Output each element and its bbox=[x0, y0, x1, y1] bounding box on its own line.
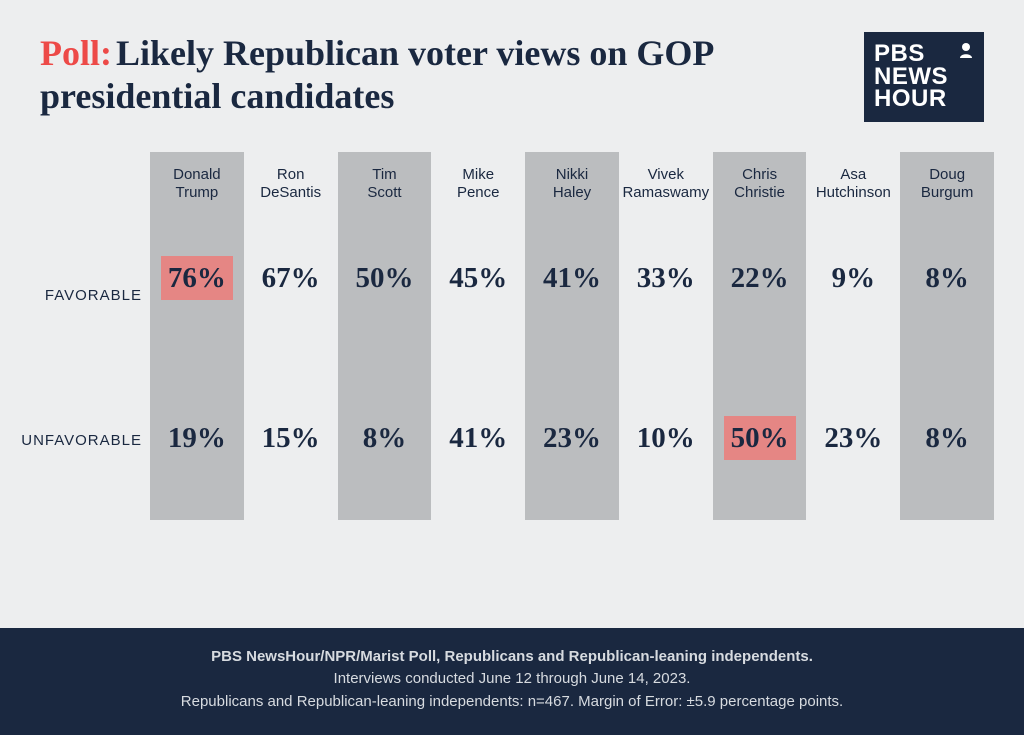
title-block: Poll: Likely Republican voter views on G… bbox=[40, 32, 760, 118]
unfavorable-value: 23% bbox=[536, 416, 608, 460]
candidate-column: ChrisChristie 22% 50% bbox=[713, 152, 807, 520]
favorable-value: 67% bbox=[255, 256, 327, 300]
candidate-name: DonaldTrump bbox=[171, 166, 223, 214]
favorable-value: 45% bbox=[442, 256, 514, 300]
favorable-value: 8% bbox=[911, 256, 983, 300]
row-label-unfavorable: UNFAVORABLE bbox=[30, 360, 142, 520]
footer-margin: Republicans and Republican-leaning indep… bbox=[20, 691, 1004, 714]
pbs-head-icon bbox=[958, 42, 974, 58]
candidate-column: DonaldTrump 76% 19% bbox=[150, 152, 244, 520]
favorable-value: 33% bbox=[630, 256, 702, 300]
candidate-name: AsaHutchinson bbox=[814, 166, 893, 214]
candidate-column: NikkiHaley 41% 23% bbox=[525, 152, 619, 520]
poll-table: FAVORABLE UNFAVORABLE DonaldTrump76%19%R… bbox=[0, 132, 1024, 520]
candidate-name: RonDeSantis bbox=[258, 166, 323, 214]
candidate-columns: DonaldTrump76%19%RonDeSantis67%15%TimSco… bbox=[150, 152, 994, 520]
candidate-name: VivekRamaswamy bbox=[620, 166, 711, 214]
unfavorable-value: 23% bbox=[817, 416, 889, 460]
candidate-column: DougBurgum 8% 8% bbox=[900, 152, 994, 520]
candidate-name: MikePence bbox=[455, 166, 502, 214]
candidate-name: NikkiHaley bbox=[551, 166, 593, 214]
footer: PBS NewsHour/NPR/Marist Poll, Republican… bbox=[0, 628, 1024, 735]
candidate-column: TimScott 50% 8% bbox=[338, 152, 432, 520]
candidate-name: DougBurgum bbox=[919, 166, 976, 214]
header: Poll: Likely Republican voter views on G… bbox=[0, 0, 1024, 132]
unfavorable-value: 8% bbox=[348, 416, 420, 460]
favorable-value: 41% bbox=[536, 256, 608, 300]
unfavorable-value: 50% bbox=[724, 416, 796, 460]
candidate-name: ChrisChristie bbox=[732, 166, 787, 214]
favorable-value: 22% bbox=[724, 256, 796, 300]
poll-label: Poll: bbox=[40, 33, 112, 73]
page-title: Likely Republican voter views on GOP pre… bbox=[40, 33, 712, 116]
unfavorable-value: 19% bbox=[161, 416, 233, 460]
unfavorable-value: 8% bbox=[911, 416, 983, 460]
pbs-newshour-logo: PBS NEWS HOUR bbox=[864, 32, 984, 122]
candidate-column: AsaHutchinson 9% 23% bbox=[806, 152, 900, 520]
row-labels: FAVORABLE UNFAVORABLE bbox=[30, 152, 150, 520]
favorable-value: 76% bbox=[161, 256, 233, 300]
candidate-name: TimScott bbox=[365, 166, 403, 214]
row-label-favorable: FAVORABLE bbox=[30, 230, 142, 360]
logo-line: HOUR bbox=[874, 88, 974, 111]
footer-dates: Interviews conducted June 12 through Jun… bbox=[20, 668, 1004, 691]
favorable-value: 50% bbox=[348, 256, 420, 300]
candidate-column: RonDeSantis 67% 15% bbox=[244, 152, 338, 520]
footer-source: PBS NewsHour/NPR/Marist Poll, Republican… bbox=[20, 646, 1004, 669]
unfavorable-value: 10% bbox=[630, 416, 702, 460]
unfavorable-value: 41% bbox=[442, 416, 514, 460]
candidate-column: MikePence 45% 41% bbox=[431, 152, 525, 520]
unfavorable-value: 15% bbox=[255, 416, 327, 460]
favorable-value: 9% bbox=[817, 256, 889, 300]
candidate-column: VivekRamaswamy 33% 10% bbox=[619, 152, 713, 520]
